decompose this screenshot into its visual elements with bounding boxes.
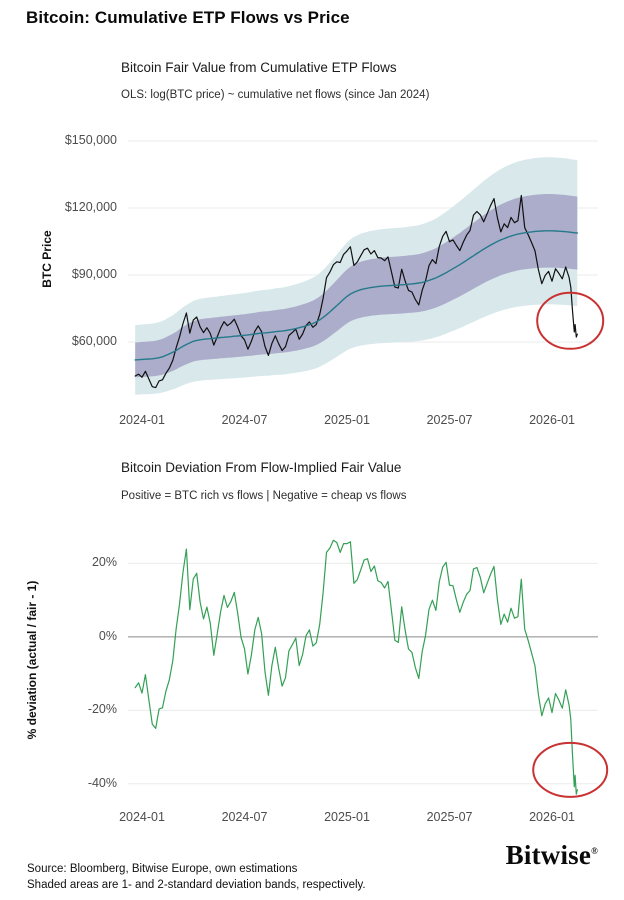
x-tick-label: 2025-07 [426, 810, 473, 824]
series-line-0 [134, 194, 578, 389]
deviation-plot [128, 539, 609, 798]
x-tick-label: 2025-01 [324, 810, 370, 824]
x-tick-label: 2024-07 [221, 413, 268, 427]
deviation-chart-title: Bitcoin Deviation From Flow-Implied Fair… [121, 460, 402, 475]
band-1sd [135, 194, 578, 378]
x-tick-label: 2026-01 [529, 413, 575, 427]
y-tick-label: $120,000 [64, 199, 117, 214]
deviation-y-axis-label: % deviation (actual / fair - 1) [25, 580, 39, 740]
fair-value-chart: $60,000 $90,000 $120,000 $150,000 2024-01 202… [65, 128, 605, 427]
y-tick-label: 0% [98, 628, 117, 643]
bitwise-logo: Bitwise® [505, 840, 598, 870]
footer-notes: Source: Bloomberg, Bitwise Europe, own e… [27, 861, 366, 893]
y-tick-label: $60,000 [71, 334, 117, 348]
x-tick-label: 2024-07 [221, 810, 268, 824]
y-tick-label: -40% [87, 775, 117, 790]
source-note: Source: Bloomberg, Bitwise Europe, own e… [27, 863, 298, 875]
fair-value-y-axis-label: BTC Price [40, 230, 54, 288]
y-tick-label: $150,000 [64, 132, 117, 147]
x-tick-label: 2024-01 [119, 413, 165, 427]
x-tick-label: 2025-01 [324, 413, 370, 427]
x-tick-label: 2025-07 [426, 413, 473, 427]
registered-mark: ® [591, 846, 598, 856]
series-line-1 [134, 230, 578, 361]
x-tick-label: 2026-01 [529, 810, 575, 824]
highlight-ellipse [536, 291, 605, 350]
series-line-0 [134, 539, 578, 795]
y-tick-label: -20% [87, 702, 117, 717]
y-tick-label: $90,000 [71, 266, 117, 281]
deviation-chart-subtitle: Positive = BTC rich vs flows | Negative … [121, 490, 407, 502]
bands-note: Shaded areas are 1- and 2-standard devia… [27, 879, 366, 891]
deviation-chart: -40% -20% 0% 20% 2024-01 2024-07 2025-01 2025-0… [88, 530, 609, 824]
highlight-ellipse [532, 741, 609, 798]
y-tick-label: 20% [91, 555, 117, 570]
fair-value-chart-subtitle: OLS: log(BTC price) ~ cumulative net flo… [121, 89, 430, 101]
x-tick-label: 2024-01 [119, 810, 165, 824]
page-title: Bitcoin: Cumulative ETP Flows vs Price [26, 8, 350, 27]
fair-value-plot [128, 140, 605, 395]
fair-value-chart-title: Bitcoin Fair Value from Cumulative ETP F… [121, 60, 397, 75]
